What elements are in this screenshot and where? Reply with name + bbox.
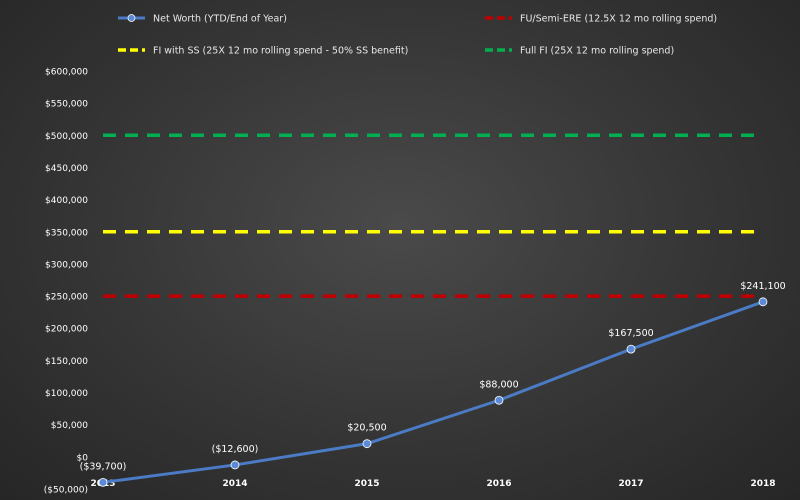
net-worth-point-2018 (758, 297, 768, 307)
legend-marker (127, 14, 136, 22)
y-tick-label: $300,000 (45, 260, 88, 270)
legend-label: FI with SS (25X 12 mo rolling spend - 50… (153, 46, 408, 57)
y-tick-label: $600,000 (45, 68, 88, 78)
legend-label: Net Worth (YTD/End of Year) (153, 14, 287, 25)
data-label-2018: $241,100 (740, 281, 785, 292)
y-axis: ($50,000) $0 $50,000 $100,000 $150,000 $200,0… (44, 68, 89, 496)
x-axis: 201320142015201620172018 (90, 479, 775, 489)
legend-label: FU/Semi-ERE (12.5X 12 mo rolling spend) (520, 14, 717, 25)
net-worth-point-2014 (230, 460, 240, 470)
y-tick-label: $150,000 (45, 357, 88, 367)
x-tick-label: 2014 (222, 479, 247, 489)
data-labels: ($39,700) ($12,600) $20,500 $88,000 $167,500… (80, 281, 786, 473)
net-worth-point-2013 (98, 477, 108, 487)
y-tick-label: $450,000 (45, 164, 88, 174)
y-tick-label: $100,000 (45, 389, 88, 399)
legend-item-3: Full FI (25X 12 mo rolling spend) (485, 46, 674, 57)
legend-item-0: Net Worth (YTD/End of Year) (118, 14, 287, 25)
data-label-2013: ($39,700) (80, 461, 127, 472)
data-label-2017: $167,500 (608, 328, 653, 339)
net-worth-point-2017 (626, 344, 636, 354)
data-label-2015: $20,500 (347, 423, 386, 434)
data-label-2016: $88,000 (479, 379, 518, 390)
y-tick-label: $0 (77, 453, 89, 463)
y-tick-label: $550,000 (45, 100, 88, 110)
legend-label: Full FI (25X 12 mo rolling spend) (520, 46, 674, 57)
y-tick-label: $250,000 (45, 293, 88, 303)
net-worth-point-2015 (362, 439, 372, 449)
net-worth-line (102, 300, 764, 484)
reference-lines (103, 133, 763, 298)
y-tick-label: $400,000 (45, 196, 88, 206)
x-tick-label: 2016 (486, 479, 511, 489)
y-tick-label: $50,000 (51, 421, 88, 431)
legend: Net Worth (YTD/End of Year) FU/Semi-ERE (… (118, 14, 717, 57)
x-tick-label: 2015 (354, 479, 379, 489)
data-label-2014: ($12,600) (212, 444, 259, 455)
net-worth-point-2016 (494, 395, 504, 405)
legend-item-1: FU/Semi-ERE (12.5X 12 mo rolling spend) (485, 14, 717, 25)
legend-item-2: FI with SS (25X 12 mo rolling spend - 50… (118, 46, 408, 57)
y-tick-label: $200,000 (45, 325, 88, 335)
y-tick-label: $350,000 (45, 228, 88, 238)
net-worth-series (98, 297, 768, 487)
y-tick-label: $500,000 (45, 132, 88, 142)
x-tick-label: 2018 (750, 479, 775, 489)
y-tick-label: ($50,000) (44, 486, 88, 496)
x-tick-label: 2017 (618, 479, 643, 489)
